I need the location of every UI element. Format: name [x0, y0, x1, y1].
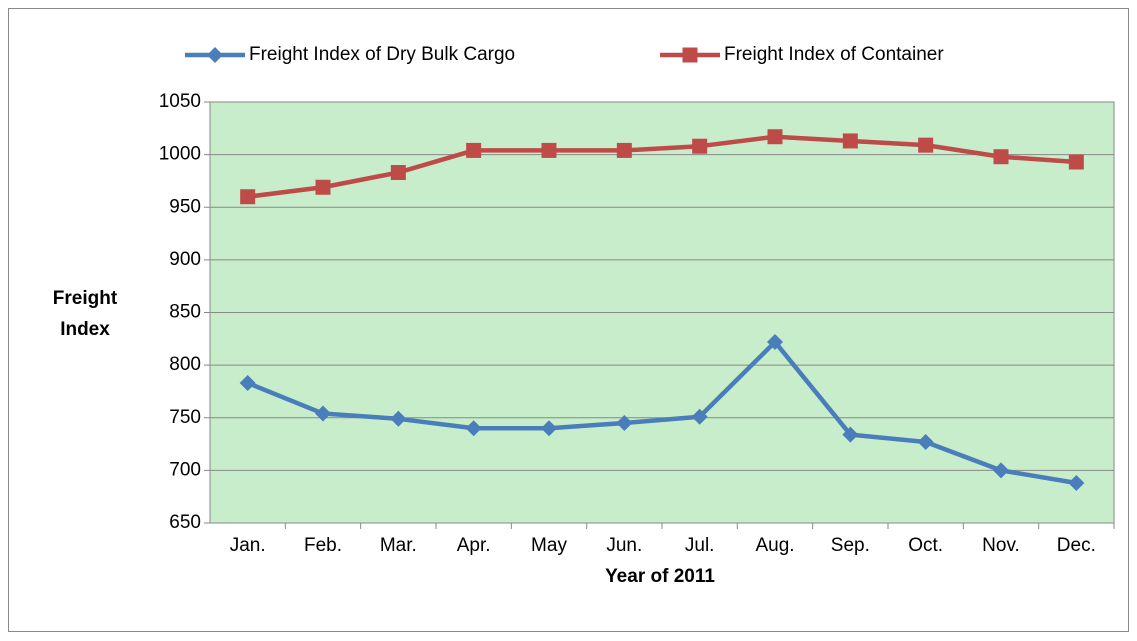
- data-point: [390, 410, 407, 427]
- x-tick-label: Mar.: [380, 535, 417, 556]
- x-tick-label: Sep.: [831, 535, 870, 556]
- x-axis-title: Year of 2011: [605, 566, 715, 587]
- y-tick-label: 650: [169, 512, 201, 533]
- data-point: [918, 137, 934, 153]
- data-point: [767, 129, 783, 145]
- y-tick-label: 1000: [159, 144, 201, 165]
- series-line: [246, 339, 1077, 486]
- data-point: [541, 420, 557, 437]
- data-point: [240, 189, 256, 205]
- data-point: [691, 408, 708, 425]
- data-point: [917, 433, 934, 450]
- y-tick-label: 950: [169, 196, 201, 217]
- legend-label: Freight Index of Dry Bulk Cargo: [249, 44, 515, 65]
- y-tick-label: 850: [169, 302, 201, 323]
- x-tick-label: Oct.: [908, 535, 943, 556]
- y-tick-label: 900: [169, 249, 201, 270]
- y-tick-label: 800: [169, 354, 201, 375]
- series-line: [247, 134, 1077, 199]
- data-point: [767, 333, 783, 350]
- legend-label: Freight Index of Container: [724, 44, 944, 65]
- x-tick-label: Dec.: [1057, 535, 1096, 556]
- x-tick-label: Jan.: [230, 535, 266, 556]
- data-point: [465, 420, 482, 437]
- x-tick-label: May: [531, 535, 567, 556]
- x-tick-label: Jun.: [606, 535, 642, 556]
- data-point: [466, 142, 482, 158]
- y-tick-label: 1050: [159, 91, 201, 112]
- data-point: [1068, 154, 1084, 170]
- data-point: [842, 426, 859, 443]
- data-point: [1068, 475, 1085, 492]
- legend-marker: [682, 47, 698, 63]
- data-point: [993, 149, 1009, 165]
- data-point: [692, 138, 708, 154]
- y-tick-label: 700: [169, 459, 201, 480]
- x-tick-label: Nov.: [982, 535, 1020, 556]
- data-point: [541, 142, 557, 158]
- x-tick-label: Apr.: [457, 535, 491, 556]
- data-point: [616, 415, 633, 432]
- data-point: [390, 165, 406, 181]
- data-point: [842, 133, 858, 149]
- x-tick-label: Aug.: [755, 535, 794, 556]
- x-tick-label: Feb.: [304, 535, 342, 556]
- data-point: [315, 405, 331, 422]
- data-point: [315, 179, 331, 195]
- data-point: [993, 462, 1009, 479]
- data-point: [616, 142, 632, 158]
- y-axis-title: Freight Index: [52, 288, 118, 340]
- x-tick-label: Jul.: [685, 535, 715, 556]
- data-point: [239, 375, 256, 392]
- y-tick-label: 750: [169, 407, 201, 428]
- legend-marker: [207, 47, 223, 63]
